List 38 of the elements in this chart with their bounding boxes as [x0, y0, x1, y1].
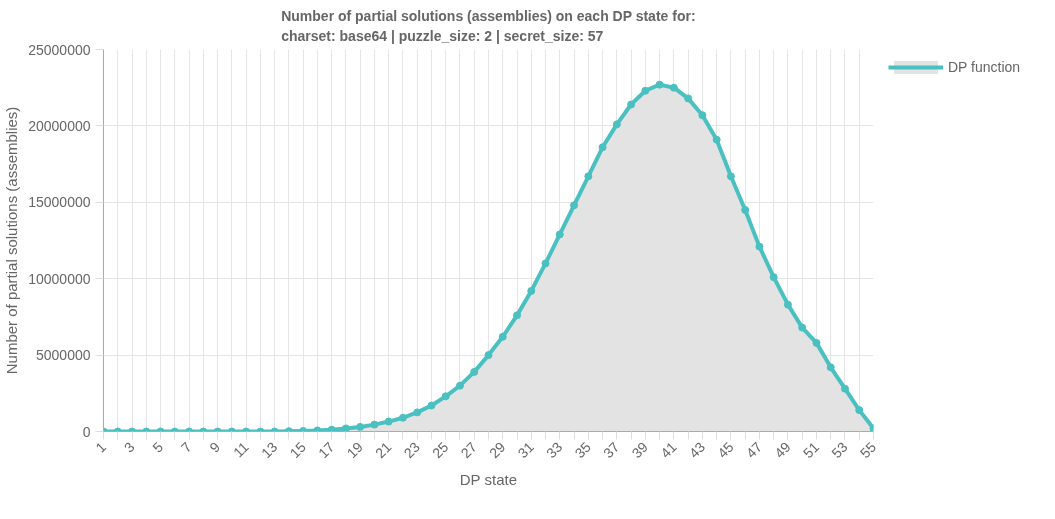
- x-tick-label: 49: [771, 438, 794, 462]
- x-axis-title: DP state: [459, 470, 517, 488]
- x-tick-label: 19: [343, 438, 366, 462]
- x-tick-label: 21: [372, 438, 395, 462]
- x-tick-label: 39: [628, 438, 652, 462]
- legend-label: DP function: [948, 59, 1021, 75]
- x-tick-label: 13: [257, 438, 281, 462]
- x-tick-label: 15: [286, 438, 309, 462]
- x-tick-label: 55: [856, 438, 880, 462]
- x-tick-label: 3: [120, 438, 138, 456]
- y-tick-label: 10000000: [28, 270, 91, 287]
- x-tick-label: 43: [685, 438, 709, 462]
- y-tick-label: 5000000: [36, 347, 91, 364]
- x-tick-label: 51: [799, 438, 823, 462]
- y-axis-title: Number of partial solutions (assemblies): [3, 106, 21, 375]
- x-tick-label: 27: [457, 438, 481, 462]
- x-tick-label: 41: [657, 438, 680, 462]
- x-tick-label: 17: [314, 438, 338, 462]
- y-tick-label: 25000000: [28, 41, 91, 58]
- x-tick-label: 23: [400, 438, 424, 462]
- x-tick-label: 35: [571, 438, 595, 462]
- y-tick-label: 0: [82, 423, 91, 440]
- x-tick-label: 53: [828, 438, 851, 462]
- x-tick-label: 45: [714, 438, 737, 462]
- y-tick-label: 20000000: [28, 117, 91, 134]
- x-tick-label: 5: [149, 438, 167, 456]
- x-tick-label: 31: [514, 438, 538, 462]
- x-tick-label: 37: [600, 438, 623, 462]
- x-tick-label: 9: [206, 438, 224, 456]
- x-tick-label: 33: [543, 438, 566, 462]
- x-tick-label: 29: [486, 438, 509, 462]
- x-tick-label: 11: [230, 438, 252, 461]
- x-tick-label: 25: [429, 438, 452, 462]
- x-tick-label: 7: [177, 438, 195, 456]
- x-tick-label: 47: [742, 438, 766, 462]
- x-tick-label: 1: [92, 438, 110, 456]
- chart-title: Number of partial solutions (assemblies) on each DP state for: charset: base64 | puzzle_size: 2 | secret_size: 57: [281, 7, 696, 45]
- y-tick-label: 15000000: [28, 194, 91, 211]
